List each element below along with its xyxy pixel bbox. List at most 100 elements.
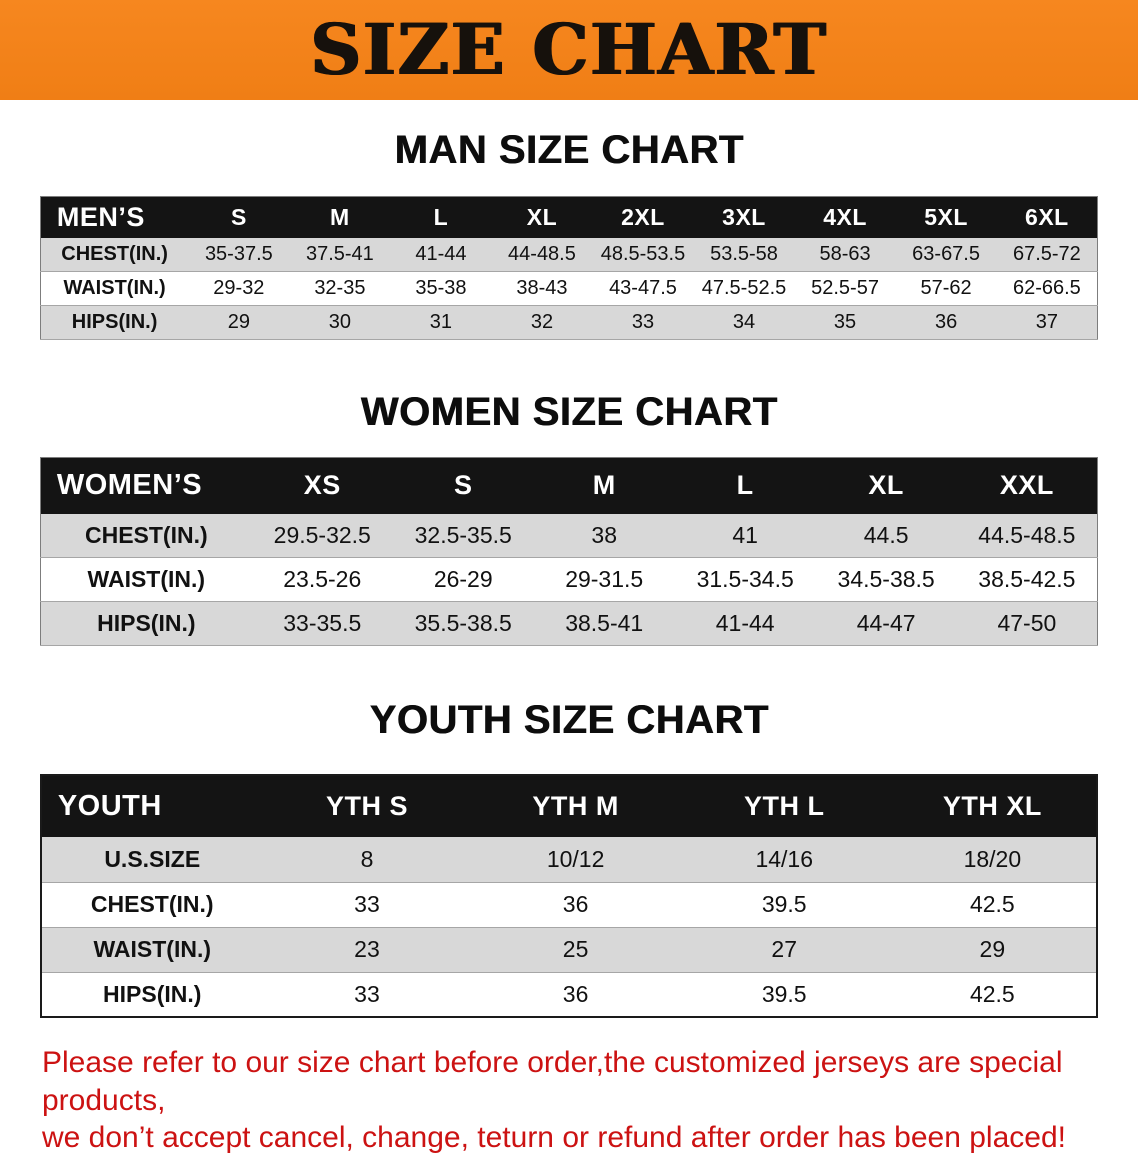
- value-cell: 62-66.5: [996, 271, 1098, 306]
- size-header-cell: 3XL: [693, 196, 795, 238]
- size-header-cell: YTH L: [679, 775, 889, 837]
- size-header-cell: 2XL: [592, 196, 694, 238]
- women-size-chart-section: WOMEN SIZE CHART WOMEN’S XS S M L XL XXL CHEST(…: [0, 388, 1138, 646]
- value-cell: 48.5-53.5: [592, 237, 694, 272]
- table-row: WAIST(IN.) 23.5-26 26-29 29-31.5 31.5-34.5 34…: [40, 557, 1098, 602]
- value-cell: 38-43: [491, 271, 593, 306]
- value-cell: 25: [471, 927, 680, 973]
- value-cell: 27: [679, 927, 889, 973]
- value-cell: 31.5-34.5: [674, 557, 816, 602]
- value-cell: 41: [674, 513, 816, 558]
- table-row: U.S.SIZE 8 10/12 14/16 18/20: [40, 837, 1098, 883]
- size-header-cell: L: [674, 457, 816, 514]
- table-header-row: WOMEN’S XS S M L XL XXL: [40, 457, 1098, 514]
- value-cell: 33: [262, 882, 472, 928]
- men-chart-heading: MAN SIZE CHART: [394, 128, 744, 172]
- table-header-row: MEN’S S M L XL 2XL 3XL 4XL 5XL 6XL: [40, 196, 1098, 238]
- youth-size-chart-section: YOUTH SIZE CHART YOUTH YTH S YTH M YTH L YTH…: [0, 696, 1138, 1018]
- value-cell: 23: [262, 927, 472, 973]
- table-row: HIPS(IN.) 33 36 39.5 42.5: [40, 972, 1098, 1018]
- women-chart-heading: WOMEN SIZE CHART: [360, 390, 778, 434]
- value-cell: 38.5-41: [533, 601, 675, 646]
- value-cell: 33: [262, 972, 472, 1018]
- size-header-cell: YTH M: [471, 775, 680, 837]
- size-chart-banner: SIZE CHART: [0, 0, 1138, 100]
- table-row: HIPS(IN.) 29 30 31 32 33 34 35 36 37: [40, 305, 1098, 340]
- value-cell: 33-35.5: [251, 601, 393, 646]
- table-row: CHEST(IN.) 35-37.5 37.5-41 41-44 44-48.5 48.5…: [40, 237, 1098, 272]
- table-header-row: YOUTH YTH S YTH M YTH L YTH XL: [40, 775, 1098, 837]
- value-cell: 38.5-42.5: [956, 557, 1098, 602]
- value-cell: 57-62: [895, 271, 997, 306]
- value-cell: 29: [888, 927, 1098, 973]
- value-cell: 63-67.5: [895, 237, 997, 272]
- value-cell: 29-32: [188, 271, 290, 306]
- row-label-cell: WAIST(IN.): [40, 927, 263, 973]
- value-cell: 29.5-32.5: [251, 513, 393, 558]
- size-header-cell: 4XL: [794, 196, 896, 238]
- row-label-cell: CHEST(IN.): [40, 237, 189, 272]
- value-cell: 26-29: [392, 557, 534, 602]
- size-header-cell: L: [390, 196, 492, 238]
- value-cell: 41-44: [674, 601, 816, 646]
- value-cell: 32: [491, 305, 593, 340]
- size-header-cell: 5XL: [895, 196, 997, 238]
- notice-line-2: we don’t accept cancel, change, teturn o…: [42, 1121, 1066, 1154]
- value-cell: 29: [188, 305, 290, 340]
- value-cell: 39.5: [679, 972, 889, 1018]
- value-cell: 18/20: [888, 837, 1098, 883]
- value-cell: 43-47.5: [592, 271, 694, 306]
- size-header-cell: S: [188, 196, 290, 238]
- value-cell: 10/12: [471, 837, 680, 883]
- size-header-cell: XS: [251, 457, 393, 514]
- size-header-cell: YTH XL: [888, 775, 1098, 837]
- value-cell: 35-38: [390, 271, 492, 306]
- row-label-cell: U.S.SIZE: [40, 837, 263, 883]
- value-cell: 58-63: [794, 237, 896, 272]
- table-row: CHEST(IN.) 29.5-32.5 32.5-35.5 38 41 44.5 44.5…: [40, 513, 1098, 558]
- value-cell: 37: [996, 305, 1098, 340]
- youth-size-table: YOUTH YTH S YTH M YTH L YTH XL U.S.SIZE 8 10/12…: [39, 774, 1099, 1018]
- value-cell: 30: [289, 305, 391, 340]
- women-size-table: WOMEN’S XS S M L XL XXL CHEST(IN.) 29.5-32.5 32.5…: [39, 457, 1099, 646]
- value-cell: 35: [794, 305, 896, 340]
- row-label-cell: HIPS(IN.): [40, 601, 252, 646]
- value-cell: 36: [471, 972, 680, 1018]
- value-cell: 31: [390, 305, 492, 340]
- value-cell: 23.5-26: [251, 557, 393, 602]
- men-size-table: MEN’S S M L XL 2XL 3XL 4XL 5XL 6XL CHEST(IN.) 35-37…: [39, 196, 1099, 340]
- value-cell: 44.5-48.5: [956, 513, 1098, 558]
- row-label-cell: HIPS(IN.): [40, 305, 189, 340]
- value-cell: 52.5-57: [794, 271, 896, 306]
- value-cell: 44-48.5: [491, 237, 593, 272]
- value-cell: 39.5: [679, 882, 889, 928]
- row-label-cell: WAIST(IN.): [40, 557, 252, 602]
- table-row: CHEST(IN.) 33 36 39.5 42.5: [40, 882, 1098, 928]
- size-header-cell: M: [533, 457, 675, 514]
- size-header-cell: S: [392, 457, 534, 514]
- size-header-cell: XXL: [956, 457, 1098, 514]
- value-cell: 42.5: [888, 882, 1098, 928]
- value-cell: 38: [533, 513, 675, 558]
- page-title: SIZE CHART: [310, 8, 828, 91]
- size-header-cell: 6XL: [996, 196, 1098, 238]
- size-header-cell: M: [289, 196, 391, 238]
- value-cell: 37.5-41: [289, 237, 391, 272]
- notice-line-1: Please refer to our size chart before or…: [42, 1046, 1063, 1117]
- size-header-cell: XL: [815, 457, 957, 514]
- size-header-cell: XL: [491, 196, 593, 238]
- value-cell: 36: [471, 882, 680, 928]
- row-label-cell: HIPS(IN.): [40, 972, 263, 1018]
- row-label-cell: WAIST(IN.): [40, 271, 189, 306]
- table-title-cell: YOUTH: [40, 775, 263, 837]
- value-cell: 36: [895, 305, 997, 340]
- table-title-cell: MEN’S: [40, 196, 189, 238]
- value-cell: 44.5: [815, 513, 957, 558]
- value-cell: 34.5-38.5: [815, 557, 957, 602]
- value-cell: 42.5: [888, 972, 1098, 1018]
- youth-chart-heading: YOUTH SIZE CHART: [369, 698, 769, 742]
- table-row: WAIST(IN.) 29-32 32-35 35-38 38-43 43-47.5 47.…: [40, 271, 1098, 306]
- value-cell: 35-37.5: [188, 237, 290, 272]
- row-label-cell: CHEST(IN.): [40, 513, 252, 558]
- value-cell: 14/16: [679, 837, 889, 883]
